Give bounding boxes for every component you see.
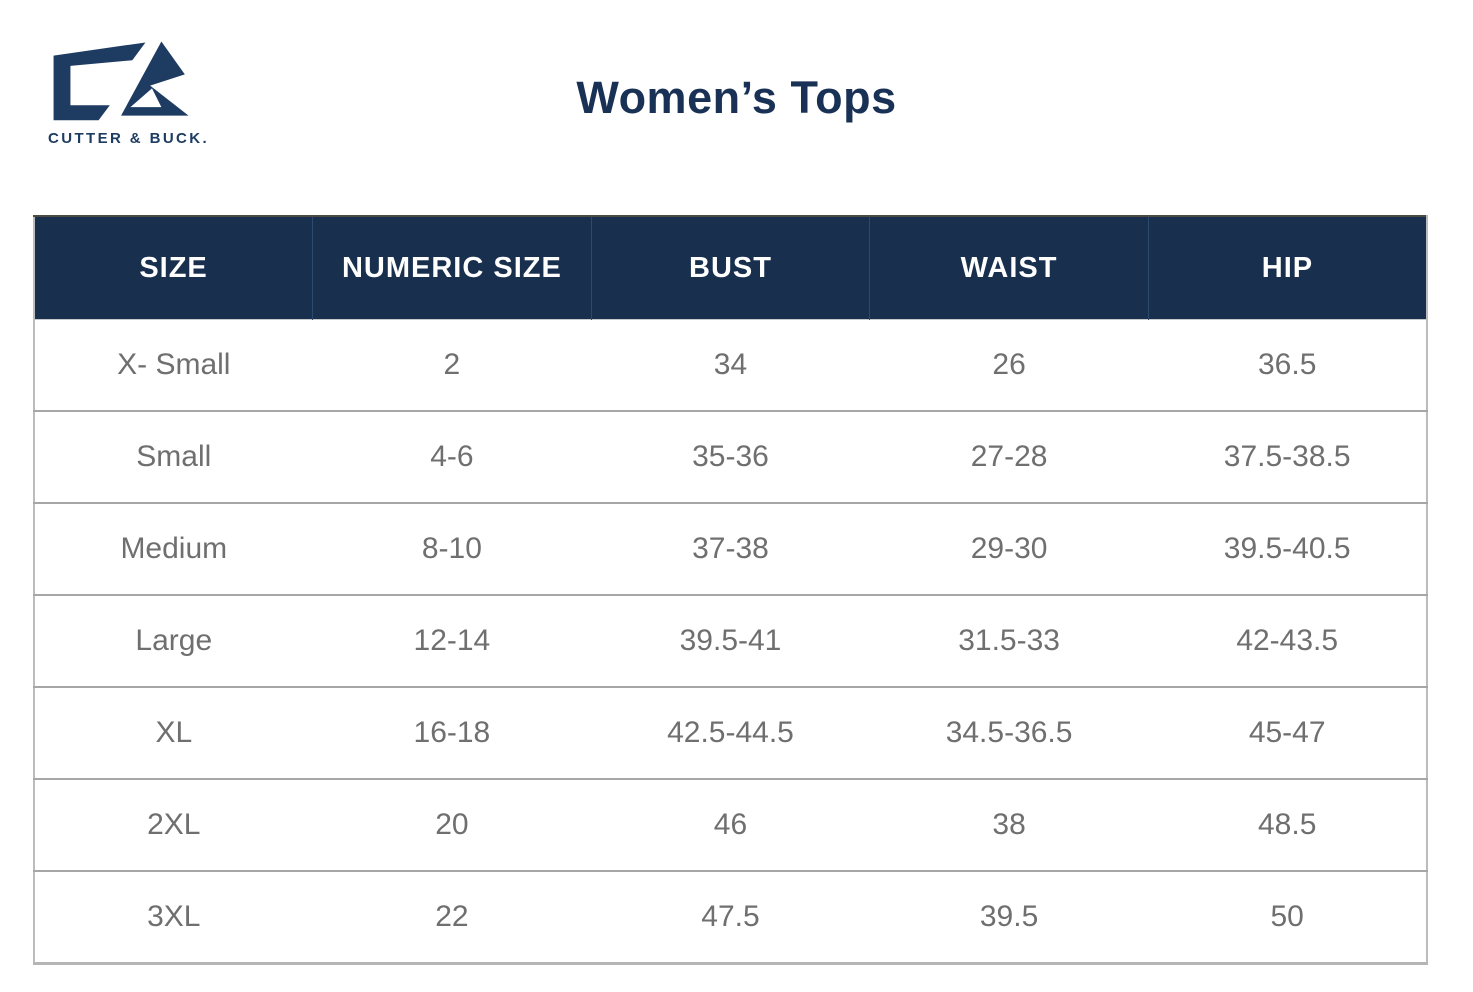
table-cell: Small (34, 411, 313, 503)
table-cell: 39.5-40.5 (1148, 503, 1427, 595)
table-cell: 26 (869, 319, 1149, 411)
table-cell: X- Small (34, 319, 313, 411)
column-header: SIZE (34, 216, 313, 320)
table-row: XL 16-18 42.5-44.5 34.5-36.5 45-47 (34, 687, 1427, 779)
table-row: X- Small 2 34 26 36.5 (34, 319, 1427, 411)
size-table-container: SIZE NUMERIC SIZE BUST WAIST HIP X- Small 2 34… (33, 215, 1428, 965)
column-header: NUMERIC SIZE (312, 216, 592, 320)
table-cell: 29-30 (869, 503, 1149, 595)
table-cell: 35-36 (591, 411, 870, 503)
brand-wordmark: CUTTER & BUCK. (48, 130, 210, 147)
table-cell: 45-47 (1148, 687, 1427, 779)
header-row: SIZE NUMERIC SIZE BUST WAIST HIP (34, 216, 1427, 320)
table-cell: 50 (1148, 871, 1427, 964)
table-cell: XL (34, 687, 313, 779)
table-cell: 37.5-38.5 (1148, 411, 1427, 503)
column-header: BUST (590, 216, 870, 320)
table-cell: 20 (312, 779, 592, 871)
table-row: Medium 8-10 37-38 29-30 39.5-40.5 (34, 503, 1427, 595)
size-table-header: SIZE NUMERIC SIZE BUST WAIST HIP (34, 216, 1427, 320)
table-cell: 46 (591, 779, 870, 871)
page-title: Women’s Tops (576, 72, 897, 123)
table-cell: 48.5 (1148, 779, 1427, 871)
table-row: 3XL 22 47.5 39.5 50 (34, 871, 1427, 964)
table-cell: 42-43.5 (1148, 595, 1427, 687)
table-cell: 2 (312, 319, 592, 411)
column-header: HIP (1147, 216, 1427, 320)
table-cell: 12-14 (312, 595, 592, 687)
table-cell: 39.5-41 (591, 595, 870, 687)
table-cell: Medium (34, 503, 313, 595)
table-cell: 2XL (34, 779, 313, 871)
table-cell: 8-10 (312, 503, 592, 595)
size-table: SIZE NUMERIC SIZE BUST WAIST HIP X- Small 2 34… (33, 215, 1428, 965)
table-cell: 38 (869, 779, 1149, 871)
cutter-buck-monogram-icon (53, 41, 189, 121)
table-row: Large 12-14 39.5-41 31.5-33 42-43.5 (34, 595, 1427, 687)
table-cell: 27-28 (869, 411, 1149, 503)
table-cell: 34.5-36.5 (869, 687, 1149, 779)
table-cell: 47.5 (591, 871, 870, 964)
table-row: Small 4-6 35-36 27-28 37.5-38.5 (34, 411, 1427, 503)
table-cell: 22 (312, 871, 592, 964)
table-cell: 36.5 (1148, 319, 1427, 411)
brand-logo: CUTTER & BUCK. (48, 34, 218, 147)
table-cell: 31.5-33 (869, 595, 1149, 687)
table-cell: 34 (591, 319, 870, 411)
table-cell: 37-38 (591, 503, 870, 595)
table-cell: Large (34, 595, 313, 687)
size-table-body: X- Small 2 34 26 36.5 Small 4-6 35-36 27-28 37.5-… (34, 319, 1427, 964)
table-cell: 16-18 (312, 687, 592, 779)
column-header: WAIST (869, 216, 1149, 320)
table-cell: 42.5-44.5 (591, 687, 870, 779)
table-cell: 3XL (34, 871, 313, 964)
table-row: 2XL 20 46 38 48.5 (34, 779, 1427, 871)
table-cell: 39.5 (869, 871, 1149, 964)
table-cell: 4-6 (312, 411, 592, 503)
